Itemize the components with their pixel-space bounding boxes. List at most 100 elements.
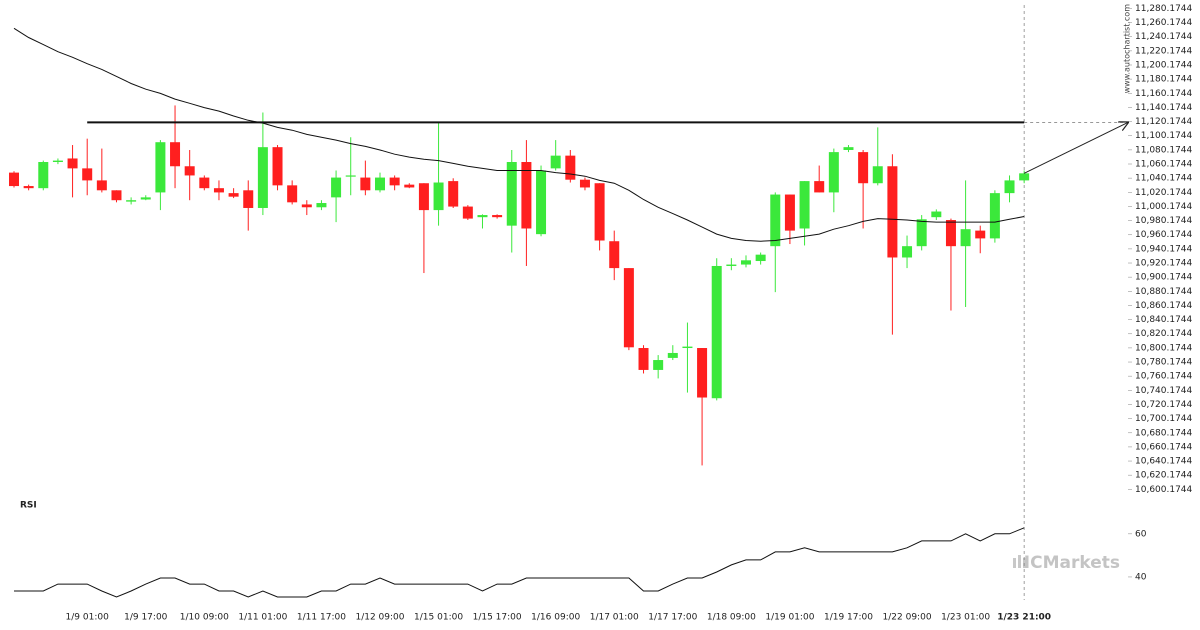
candle-body (9, 172, 19, 187)
candle-body (404, 184, 415, 188)
candle-body (960, 229, 971, 247)
y-tick-label: 11,060.1744 (1135, 160, 1193, 170)
candle-body (96, 180, 107, 191)
y-tick-label: 10,680.1744 (1135, 428, 1193, 438)
y-tick-label: 10,800.1744 (1135, 343, 1193, 353)
candle-body (623, 268, 634, 348)
y-tick-label: 11,020.1744 (1135, 188, 1193, 198)
rsi-label: RSI (20, 501, 37, 511)
watermark: www.autochartist.com (1123, 4, 1132, 94)
candle-body (609, 241, 620, 269)
candle-body (579, 179, 590, 188)
x-tick-label: 1/22 09:00 (883, 613, 932, 623)
y-tick-label: 11,220.1744 (1135, 46, 1193, 56)
x-tick-label: 1/23 01:00 (941, 613, 990, 623)
y-tick-label: 11,120.1744 (1135, 117, 1193, 127)
y-tick-label: 10,620.1744 (1135, 471, 1193, 481)
candle-body (828, 152, 839, 193)
x-tick-label: 1/17 01:00 (590, 613, 639, 623)
candle-body (257, 147, 268, 208)
candle-body (975, 230, 986, 239)
logo-text: ICMarkets (1024, 553, 1120, 573)
forecast-arrow (1023, 122, 1128, 174)
y-tick-label: 10,600.1744 (1135, 485, 1193, 495)
candle-body (1004, 180, 1015, 194)
candle-body (126, 200, 137, 202)
rsi-line (14, 527, 1025, 598)
candle-body (667, 352, 678, 358)
candle-body (418, 183, 429, 211)
x-tick-label: 1/19 01:00 (765, 613, 814, 623)
candle-body (697, 348, 708, 398)
candle-body (799, 181, 810, 229)
rsi-tick-label: 40 (1135, 572, 1147, 582)
candle-body (199, 177, 210, 189)
x-tick-label: 1/18 09:00 (707, 613, 756, 623)
candle-body (653, 360, 664, 370)
candle-body (784, 194, 795, 231)
moving-average (13, 27, 1025, 242)
candle-body (155, 142, 166, 193)
y-tick-label: 10,700.1744 (1135, 414, 1193, 424)
y-tick-label: 10,880.1744 (1135, 287, 1193, 297)
candle-body (902, 246, 913, 258)
x-tick-label: 1/17 17:00 (648, 613, 697, 623)
candle-body (770, 194, 781, 247)
y-tick-label: 11,260.1744 (1135, 18, 1193, 28)
candle-body (945, 220, 956, 247)
candle-body (565, 155, 576, 180)
candle-body (872, 166, 883, 184)
x-tick-label: 1/15 01:00 (414, 613, 463, 623)
candle-body (638, 348, 649, 370)
x-tick-label: 1/11 17:00 (297, 613, 346, 623)
candle-body (184, 166, 195, 176)
y-tick-label: 11,280.1744 (1135, 4, 1193, 14)
candle-body (272, 147, 283, 186)
y-tick-label: 10,720.1744 (1135, 400, 1193, 410)
y-tick-label: 11,100.1744 (1135, 131, 1193, 141)
x-tick-label: 1/9 17:00 (124, 613, 168, 623)
candle-body (1019, 173, 1030, 181)
y-tick-label: 11,080.1744 (1135, 145, 1193, 155)
candle-body (111, 190, 122, 201)
candle-body (814, 181, 825, 193)
y-tick-label: 10,640.1744 (1135, 457, 1193, 467)
x-tick-label: 1/10 09:00 (180, 613, 229, 623)
candle-body (594, 183, 605, 241)
y-tick-label: 10,860.1744 (1135, 301, 1193, 311)
x-tick-label: 1/23 21:00 (997, 613, 1051, 623)
y-tick-label: 10,960.1744 (1135, 230, 1193, 240)
y-tick-label: 10,920.1744 (1135, 259, 1193, 269)
candle-body (213, 188, 224, 193)
candle-body (931, 211, 942, 218)
candle-body (462, 206, 473, 219)
candle-body (316, 203, 327, 208)
candle-body (38, 162, 49, 189)
candle-body (521, 162, 532, 229)
candle-body (843, 147, 854, 150)
y-tick-label: 11,140.1744 (1135, 103, 1193, 113)
x-tick-label: 1/11 01:00 (238, 613, 287, 623)
y-tick-label: 10,740.1744 (1135, 386, 1193, 396)
x-tick-label: 1/12 09:00 (355, 613, 404, 623)
y-tick-label: 10,780.1744 (1135, 358, 1193, 368)
rsi-tick-label: 60 (1135, 529, 1147, 539)
candle-body (492, 215, 503, 218)
candle-body (448, 181, 459, 207)
candle-body (331, 177, 342, 198)
candle-body (389, 177, 400, 186)
y-tick-label: 10,820.1744 (1135, 329, 1193, 339)
candle-body (301, 204, 312, 208)
candle-body (23, 186, 34, 189)
y-tick-label: 10,660.1744 (1135, 442, 1193, 452)
candle-body (755, 254, 766, 262)
candle-body (82, 168, 93, 181)
candle-body (858, 152, 869, 184)
y-tick-label: 11,240.1744 (1135, 32, 1193, 42)
candle-body (52, 160, 63, 163)
candle-body (433, 182, 444, 211)
x-tick-label: 1/15 17:00 (473, 613, 522, 623)
candle-body (989, 193, 1000, 239)
